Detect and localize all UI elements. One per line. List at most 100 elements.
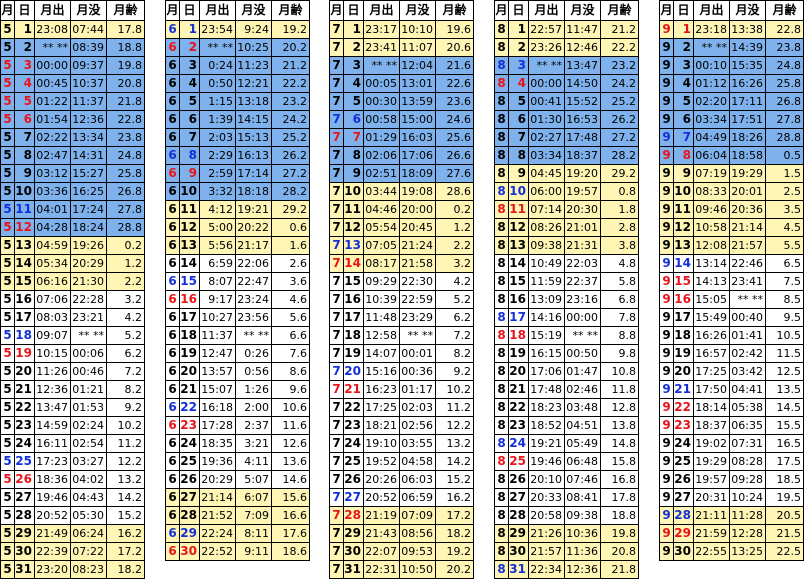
table-row: 8 5 00:41 15:52 25.2	[494, 92, 639, 111]
moonset-cell: 18:09	[399, 164, 436, 183]
table-row: 5 31 23:20 08:23 18.2	[0, 560, 145, 579]
day-cell: 17	[673, 308, 694, 327]
day-cell: 18	[343, 326, 364, 345]
day-cell: 14	[14, 254, 35, 273]
moon-age-cell: 10.6	[271, 398, 310, 417]
table-row: 8 11 07:14 20:30 1.8	[494, 200, 639, 219]
month-cell: 5	[0, 92, 15, 111]
month-cell: 7	[329, 164, 344, 183]
month-cell: 7	[329, 470, 344, 489]
day-cell: 25	[14, 452, 35, 471]
moon-age-cell: 16.5	[765, 434, 804, 453]
moonset-cell: 04:51	[564, 416, 601, 435]
day-cell: 27	[14, 488, 35, 507]
header-month: 月	[0, 0, 15, 21]
moonrise-cell: 13:57	[199, 362, 236, 381]
month-table-1: 月日月出 月没 月齢 5 1 23:08 07:44 17.8 5 2 ** ** 08:39 18.8…	[0, 0, 145, 579]
month-cell: 8	[494, 236, 509, 255]
table-row: 9 8 06:04 18:58 0.5	[659, 146, 804, 165]
table-row: 7 20 15:16 00:36 9.2	[329, 362, 474, 381]
moon-age-cell: 16.6	[271, 506, 310, 525]
moonset-cell: 15:00	[399, 110, 436, 129]
moon-age-cell: 8.2	[106, 380, 145, 399]
moonset-cell: 3:21	[235, 434, 272, 453]
table-row: 6 17 10:27 23:56 5.6	[165, 308, 310, 327]
moon-age-cell: 20.2	[271, 38, 310, 57]
table-row: 7 15 09:29 22:30 4.2	[329, 272, 474, 291]
moon-age-cell: 4.2	[106, 308, 145, 327]
month-cell: 6	[165, 542, 180, 561]
moon-age-cell: 9.6	[271, 380, 310, 399]
day-cell: 16	[179, 290, 200, 309]
day-cell: 27	[179, 488, 200, 507]
month-cell: 9	[659, 254, 674, 273]
moon-age-cell: 21.6	[435, 56, 474, 75]
month-cell: 9	[659, 524, 674, 543]
moonrise-cell: 00:05	[363, 74, 400, 93]
day-cell: 2	[179, 38, 200, 57]
day-cell: 12	[673, 218, 694, 237]
month-cell: 6	[165, 398, 180, 417]
day-cell: 3	[343, 56, 364, 75]
moonrise-cell: 11:37	[199, 326, 236, 345]
moonset-cell: 07:09	[399, 506, 436, 525]
moonrise-cell: 09:07	[34, 326, 71, 345]
moonrise-cell: 15:49	[693, 308, 730, 327]
moonset-cell: 16:13	[235, 146, 272, 165]
moonrise-cell: 01:12	[693, 74, 730, 93]
moonset-cell: 14:39	[729, 38, 766, 57]
day-cell: 20	[14, 362, 35, 381]
moonset-cell: 14:15	[235, 110, 272, 129]
moonset-cell: 14:50	[564, 74, 601, 93]
moon-age-cell: 26.8	[765, 92, 804, 111]
moonrise-cell: 8:07	[199, 272, 236, 291]
month-cell: 8	[494, 326, 509, 345]
month-cell: 7	[329, 38, 344, 57]
table-row: 9 3 00:10 15:35 24.8	[659, 56, 804, 75]
moonset-cell: 17:11	[729, 92, 766, 111]
moonset-cell: ** **	[235, 326, 272, 345]
table-row: 5 30 22:39 07:22 17.2	[0, 542, 145, 561]
moonrise-cell: 05:34	[34, 254, 71, 273]
day-cell: 11	[343, 200, 364, 219]
day-cell: 21	[14, 380, 35, 399]
day-cell: 13	[179, 236, 200, 255]
moonset-cell: 21:30	[70, 272, 107, 291]
table-row: 9 12 10:58 21:14 4.5	[659, 218, 804, 237]
day-cell: 17	[343, 308, 364, 327]
moonset-cell: 23:24	[235, 290, 272, 309]
table-row: 5 12 04:28 18:24 28.8	[0, 218, 145, 237]
table-row: 6 2 ** ** 10:25 20.2	[165, 38, 310, 57]
month-cell: 5	[0, 434, 15, 453]
moonset-cell: 20:22	[235, 218, 272, 237]
moonrise-cell: 21:43	[363, 524, 400, 543]
moon-age-cell: 5.8	[600, 272, 639, 291]
table-row: 8 30 21:57 11:36 20.8	[494, 542, 639, 561]
month-cell: 7	[329, 146, 344, 165]
moon-age-cell: 4.2	[435, 272, 474, 291]
moonrise-cell: 04:49	[693, 128, 730, 147]
table-row: 5 1 23:08 07:44 17.8	[0, 20, 145, 39]
table-row: 6 26 20:29 5:07 14.6	[165, 470, 310, 489]
moon-age-cell: 13.2	[106, 470, 145, 489]
day-cell: 8	[343, 146, 364, 165]
moonset-cell: 18:26	[729, 128, 766, 147]
moon-age-cell: 12.2	[106, 452, 145, 471]
header-row: 月日月出 月没 月齢	[0, 0, 145, 21]
moonrise-cell: 04:46	[363, 200, 400, 219]
month-cell: 5	[0, 56, 15, 75]
day-cell: 16	[508, 290, 529, 309]
moon-age-cell: 3.2	[435, 254, 474, 273]
moon-age-cell: 8.8	[600, 326, 639, 345]
header-moonset: 月没	[399, 0, 436, 21]
month-cell: 7	[329, 128, 344, 147]
day-cell: 9	[14, 164, 35, 183]
moonrise-cell: 23:26	[528, 38, 565, 57]
moonset-cell: 23:16	[564, 290, 601, 309]
moonrise-cell: 04:01	[34, 200, 71, 219]
moonrise-cell: 15:16	[363, 362, 400, 381]
moonset-cell: 5:07	[235, 470, 272, 489]
month-cell: 9	[659, 308, 674, 327]
month-cell: 5	[0, 344, 15, 363]
month-cell: 7	[329, 488, 344, 507]
